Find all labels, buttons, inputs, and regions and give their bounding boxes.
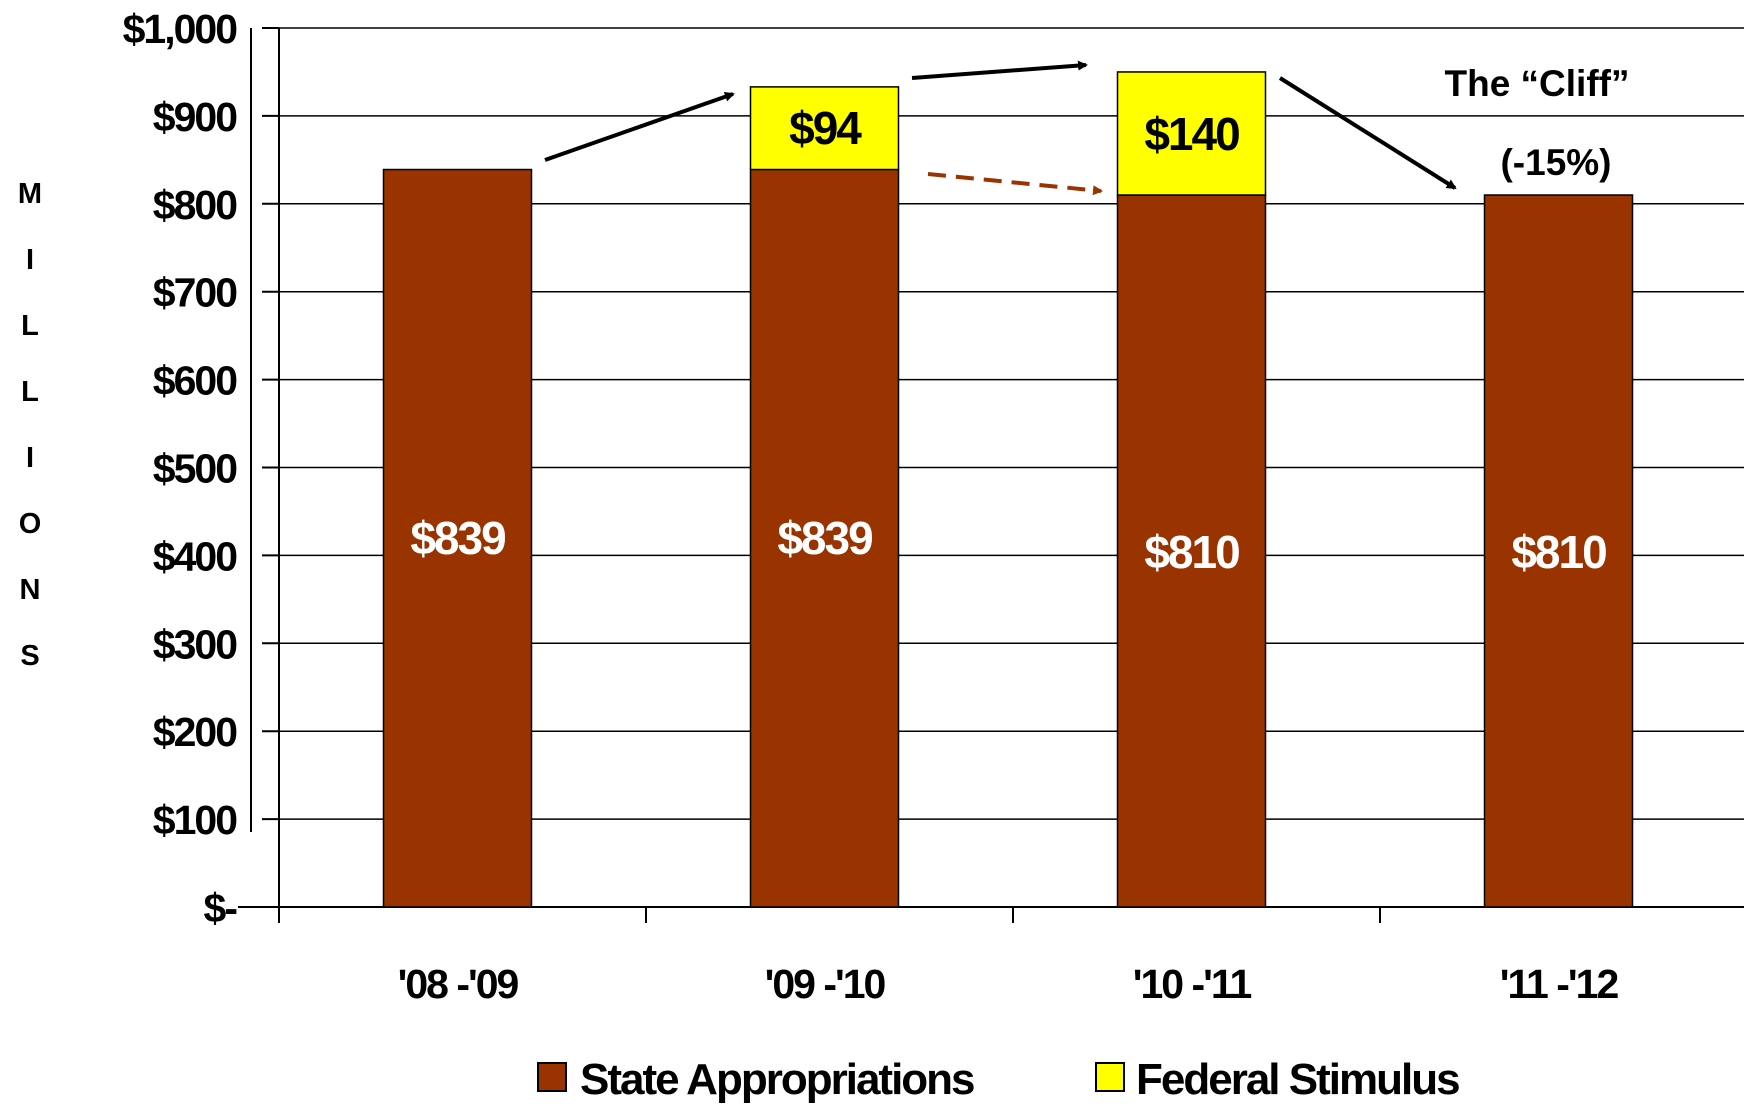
bar-data-label: $839: [410, 512, 505, 564]
arrow-dashed-state-decline: [927, 172, 1103, 196]
y-tick-label: $200: [153, 709, 237, 755]
arrow-0910-to-1011: [911, 60, 1088, 80]
legend-swatch: [1095, 1062, 1125, 1092]
x-axis-ticks: '08 -'09 '09 -'10 '10 -'11 '11 -'12: [278, 907, 1620, 1007]
bar-state-appropriations: [382, 168, 533, 908]
y-tick-label: $500: [153, 446, 237, 492]
bar-data-label: $140: [1144, 108, 1239, 160]
arrow-0809-to-0910: [544, 91, 735, 162]
bar-data-label: $810: [1144, 526, 1239, 578]
x-tick-label: '09 -'10: [765, 961, 886, 1007]
y-tick-label: $300: [153, 621, 237, 667]
legend-label: State Appropriations: [580, 1055, 974, 1104]
x-tick-label: '08 -'09: [398, 961, 519, 1007]
y-tick-label: $400: [153, 533, 237, 579]
y-axis-label-letter: L: [21, 376, 39, 408]
y-axis-label: M I L L I O N S: [18, 178, 42, 672]
y-axis-ticks: $- $100 $200 $300 $400 $500 $600 $700 $800 $900 $1…: [123, 6, 280, 931]
y-axis-label-letter: L: [21, 310, 39, 342]
y-tick-label: $800: [153, 182, 237, 228]
y-axis-label-letter: I: [26, 244, 34, 276]
y-axis-label-letter: S: [20, 640, 39, 672]
bars: $839 $839 $94 $810 $140 $810: [382, 71, 1634, 908]
y-tick-label: $100: [153, 797, 237, 843]
annotation-percent: (-15%): [1500, 142, 1611, 183]
bar-data-label: $810: [1511, 526, 1606, 578]
y-axis-label-letter: N: [20, 574, 41, 606]
y-axis-label-letter: O: [19, 508, 42, 540]
legend-label: Federal Stimulus: [1136, 1055, 1459, 1104]
bar-federal-stimulus: [749, 86, 900, 171]
y-tick-label: $-: [204, 885, 238, 931]
x-tick-label: '11 -'12: [1500, 961, 1619, 1007]
bar-state-appropriations: [749, 168, 900, 908]
bar-state-appropriations: [1483, 194, 1634, 908]
bar-federal-stimulus: [1116, 71, 1267, 196]
y-tick-label: $900: [153, 94, 237, 140]
y-axis-label-letter: I: [26, 442, 34, 474]
legend: State Appropriations Federal Stimulus: [537, 1055, 1461, 1104]
legend-swatch: [537, 1062, 567, 1092]
arrow-cliff: [1278, 76, 1457, 190]
x-tick-label: '10 -'11: [1133, 961, 1252, 1007]
y-tick-label: $600: [153, 358, 237, 404]
y-tick-label: $1,000: [123, 6, 238, 52]
bar-data-label: $94: [789, 102, 862, 154]
bar-data-label: $839: [777, 512, 872, 564]
trend-arrows: [544, 60, 1457, 196]
y-axis-label-letter: M: [18, 178, 42, 210]
annotation-cliff: The “Cliff”: [1445, 63, 1630, 104]
y-tick-label: $700: [153, 270, 237, 316]
